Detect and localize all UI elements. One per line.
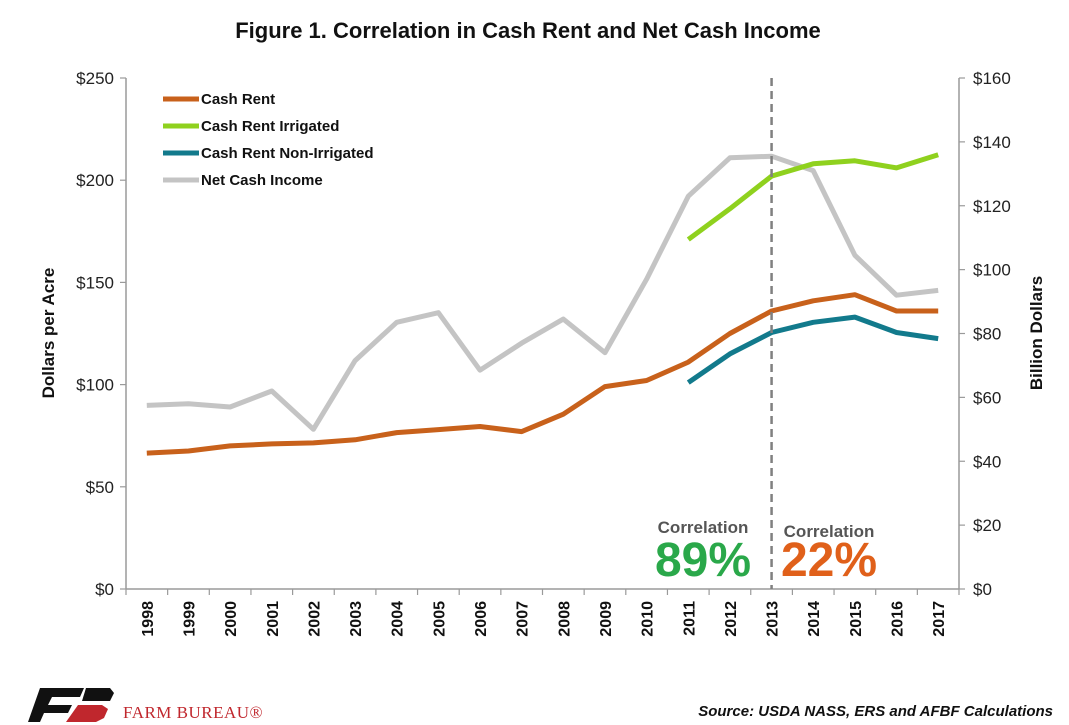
x-tick-label: 2013 — [765, 601, 782, 637]
x-tick-label: 2015 — [848, 601, 865, 637]
series-line-cash-rent-non-irrigated — [686, 314, 939, 385]
y-axis-left-title: Dollars per Acre — [39, 268, 58, 399]
legend: Cash Rent Cash Rent Irrigated Cash Rent No… — [163, 91, 374, 189]
x-tick-label: 2004 — [390, 601, 407, 637]
y-tick-label-left: $100 — [76, 376, 114, 395]
fb-logo-icon — [28, 688, 114, 722]
x-tick-label: 2006 — [473, 601, 490, 637]
x-tick-label: 2005 — [431, 601, 448, 637]
annotation-22-label: Correlation — [784, 522, 875, 541]
annotation-89-label: Correlation — [658, 518, 749, 537]
y-tick-label-right: $40 — [973, 452, 1001, 471]
x-tick-label: 2017 — [931, 601, 948, 637]
legend-label-cash-rent-irrigated: Cash Rent Irrigated — [201, 118, 339, 135]
series-lines — [146, 78, 939, 589]
x-ticks: 1998 1999 2000 2001 2002 2003 2004 2005 2006 2007… — [125, 589, 960, 637]
x-tick-label: 2007 — [515, 601, 532, 637]
x-tick-label: 2001 — [265, 601, 282, 637]
y-tick-label-right: $120 — [973, 197, 1011, 216]
y-ticks-right: $0 $20 $40 $60 $80 $100 $120 $140 $160 — [959, 69, 1011, 599]
x-tick-label: 1999 — [181, 601, 198, 637]
farm-bureau-logo: FARM BUREAU® — [28, 688, 263, 722]
y-tick-label-right: $80 — [973, 325, 1001, 344]
y-ticks-left: $0 $50 $100 $150 $200 $250 — [76, 69, 126, 599]
legend-label-net-cash-income: Net Cash Income — [201, 172, 323, 189]
y-tick-label-right: $20 — [973, 516, 1001, 535]
farm-bureau-wordmark: FARM BUREAU® — [123, 703, 263, 722]
x-tick-label: 2000 — [223, 601, 240, 637]
y-tick-label-left: $50 — [86, 478, 114, 497]
series-line-net-cash-income — [146, 153, 939, 432]
annotation-89-value: 89% — [655, 534, 751, 587]
annotation-89: Correlation 89% — [655, 518, 751, 587]
x-tick-label: 2010 — [640, 601, 657, 637]
y-tick-label-left: $250 — [76, 69, 114, 88]
chart-title: Figure 1. Correlation in Cash Rent and N… — [235, 18, 821, 43]
y-tick-label-left: $0 — [95, 580, 114, 599]
x-tick-label: 2009 — [598, 601, 615, 637]
x-tick-label: 2012 — [723, 601, 740, 637]
y-tick-label-left: $200 — [76, 171, 114, 190]
x-tick-label: 2002 — [306, 601, 323, 637]
y-tick-label-right: $100 — [973, 261, 1011, 280]
annotation-22: Correlation 22% — [781, 522, 877, 587]
x-tick-label: 2003 — [348, 601, 365, 637]
source-note: Source: USDA NASS, ERS and AFBF Calculat… — [698, 703, 1053, 720]
y-tick-label-right: $140 — [973, 133, 1011, 152]
y-tick-label-right: $60 — [973, 388, 1001, 407]
x-tick-label: 2011 — [681, 601, 698, 636]
legend-label-cash-rent-non-irrigated: Cash Rent Non-Irrigated — [201, 145, 374, 162]
x-tick-label: 2016 — [890, 601, 907, 637]
series-line-cash-rent-irrigated — [686, 152, 939, 242]
legend-label-cash-rent: Cash Rent — [201, 91, 275, 108]
x-tick-label: 2014 — [806, 601, 823, 637]
y-tick-label-left: $150 — [76, 273, 114, 292]
series-line-cash-rent — [146, 292, 939, 456]
y-tick-label-right: $0 — [973, 580, 992, 599]
annotation-22-value: 22% — [781, 534, 877, 587]
x-tick-label: 2008 — [556, 601, 573, 637]
x-tick-label: 1998 — [140, 601, 157, 637]
y-axis-right-title: Billion Dollars — [1027, 276, 1046, 390]
y-tick-label-right: $160 — [973, 69, 1011, 88]
